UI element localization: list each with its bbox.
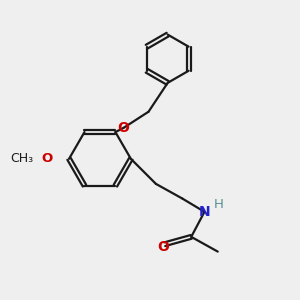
Text: H: H: [214, 198, 224, 211]
Text: CH₃: CH₃: [10, 152, 33, 165]
Text: O: O: [118, 121, 129, 135]
Text: O: O: [42, 152, 53, 165]
Text: O: O: [157, 240, 169, 254]
Text: N: N: [199, 205, 210, 219]
